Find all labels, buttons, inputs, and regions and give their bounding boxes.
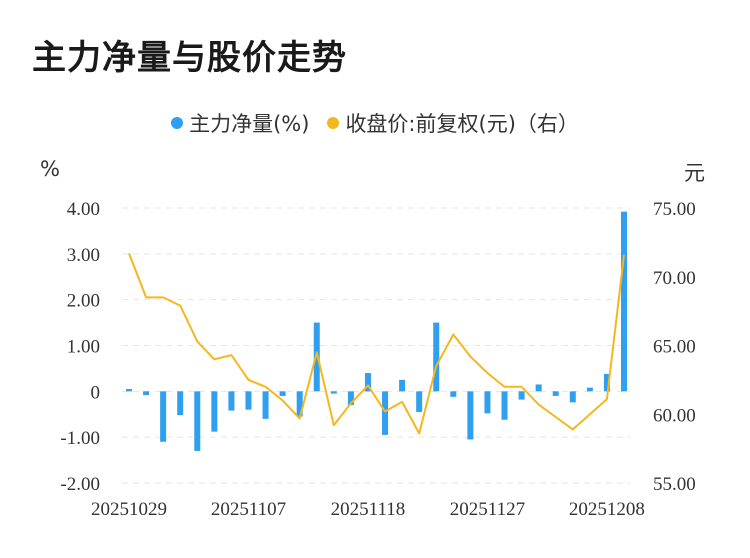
bar: [569, 391, 576, 403]
bar: [535, 384, 542, 392]
bar: [126, 389, 132, 392]
bar: [228, 391, 235, 411]
bar: [177, 391, 184, 416]
legend-item-net-volume[interactable]: 主力净量(%): [171, 108, 309, 138]
bar: [313, 322, 320, 392]
bar: [603, 373, 610, 392]
bar: [399, 379, 406, 392]
y-left-tick-label: 1.00: [67, 337, 100, 358]
bar: [382, 391, 389, 435]
y-right-tick-label: 65.00: [653, 337, 696, 358]
y-left-tick-label: -1.00: [60, 428, 100, 449]
bar: [364, 373, 371, 392]
y-right-tick-label: 70.00: [653, 268, 696, 289]
legend-item-close-price[interactable]: 收盘价:前复权(元)（右）: [327, 108, 579, 138]
bar: [518, 391, 525, 400]
bar: [416, 391, 423, 412]
legend-label-close-price: 收盘价:前复权(元)（右）: [345, 112, 579, 136]
left-axis-unit: %: [40, 157, 60, 181]
y-right-tick-label: 60.00: [653, 405, 696, 426]
x-tick-label: 20251127: [450, 499, 525, 520]
bar: [296, 391, 303, 417]
y-right-tick-label: 75.00: [653, 199, 696, 220]
y-left-tick-label: 2.00: [67, 291, 100, 312]
chart-legend: 主力净量(%) 收盘价:前复权(元)（右）: [0, 108, 750, 138]
x-tick-label: 20251029: [91, 499, 167, 520]
bar: [450, 391, 457, 397]
bar: [484, 391, 491, 414]
right-axis-unit: 元: [684, 161, 705, 185]
bar: [621, 211, 627, 392]
legend-marker-net-volume: [171, 117, 184, 129]
y-left-tick-label: 4.00: [67, 199, 100, 220]
bar: [347, 391, 354, 406]
bar: [143, 391, 150, 395]
chart-title: 主力净量与股价走势: [32, 38, 347, 78]
bar: [552, 391, 559, 396]
bar: [245, 391, 252, 410]
bar: [194, 391, 201, 451]
legend-label-net-volume: 主力净量(%): [189, 112, 310, 136]
bar: [211, 391, 218, 432]
bar: [586, 387, 593, 392]
x-tick-label: 20251107: [211, 499, 286, 520]
bar: [262, 391, 269, 419]
bar: [467, 391, 474, 440]
legend-marker-close-price: [327, 117, 340, 129]
y-right-tick-label: 55.00: [653, 474, 696, 495]
y-left-tick-label: -2.00: [60, 474, 100, 495]
x-tick-label: 20251208: [569, 499, 645, 520]
bar: [160, 391, 167, 442]
y-left-tick-label: 3.00: [67, 245, 100, 266]
price-line: [128, 253, 625, 435]
bar: [279, 391, 286, 396]
y-left-tick-label: 0: [91, 382, 101, 403]
x-tick-label: 20251118: [331, 499, 406, 520]
bar: [330, 391, 337, 394]
bar: [433, 322, 440, 392]
bar: [501, 391, 508, 420]
